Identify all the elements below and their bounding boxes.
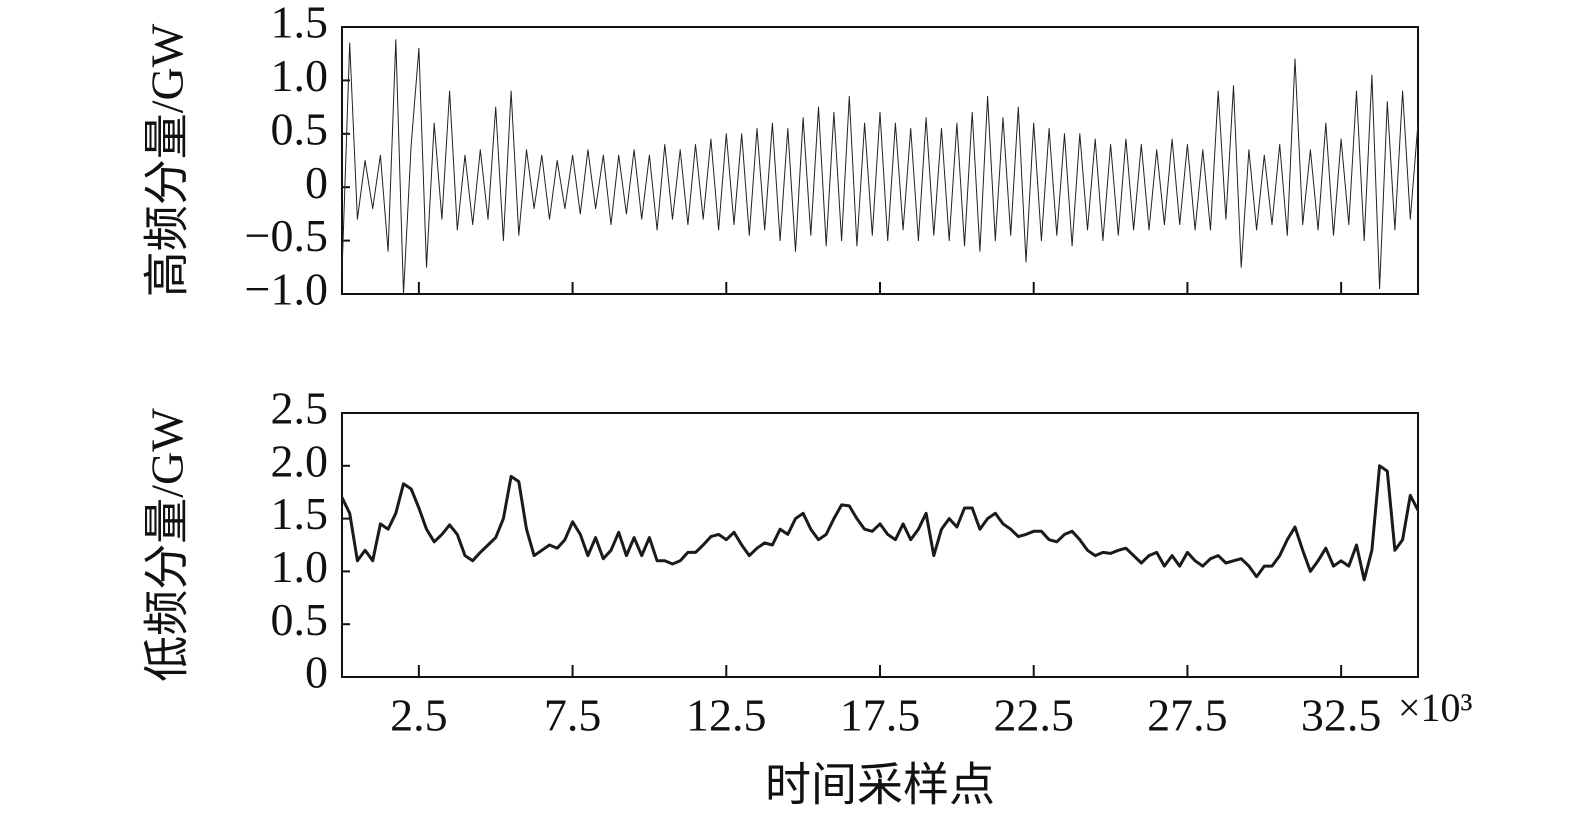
data-line xyxy=(341,39,1419,295)
x-tick-label: 7.5 xyxy=(544,690,602,741)
y-tick-label: 1.0 xyxy=(271,541,329,592)
y-axis-label: 高频分量/GW xyxy=(142,23,193,297)
x-tick-label: 22.5 xyxy=(993,690,1074,741)
y-tick-label: 1.5 xyxy=(271,0,329,48)
y-tick-label: 0.5 xyxy=(271,103,329,154)
y-tick-label: 2.5 xyxy=(271,383,329,434)
plot-frame xyxy=(341,26,1419,295)
x-tick-label: 12.5 xyxy=(686,690,767,741)
x-tick-label: 2.5 xyxy=(390,690,448,741)
y-tick-label: −1.0 xyxy=(245,264,328,315)
plot-frame xyxy=(341,412,1419,678)
y-tick-label: 1.5 xyxy=(271,488,329,539)
x-multiplier: ×10³ xyxy=(1398,685,1473,730)
x-tick-label: 32.5 xyxy=(1301,690,1382,741)
x-tick-label: 27.5 xyxy=(1147,690,1228,741)
y-tick-label: 0 xyxy=(305,157,328,208)
data-line xyxy=(340,464,1420,582)
y-tick-label: 0 xyxy=(305,647,328,698)
y-tick-label: 2.0 xyxy=(271,435,329,486)
y-axis-label: 低频分量/GW xyxy=(142,408,193,682)
y-tick-label: 1.0 xyxy=(271,50,329,101)
y-tick-label: 0.5 xyxy=(271,594,329,645)
x-tick-label: 17.5 xyxy=(840,690,921,741)
y-tick-label: −0.5 xyxy=(245,210,328,261)
x-axis-label: 时间采样点 xyxy=(765,760,995,811)
